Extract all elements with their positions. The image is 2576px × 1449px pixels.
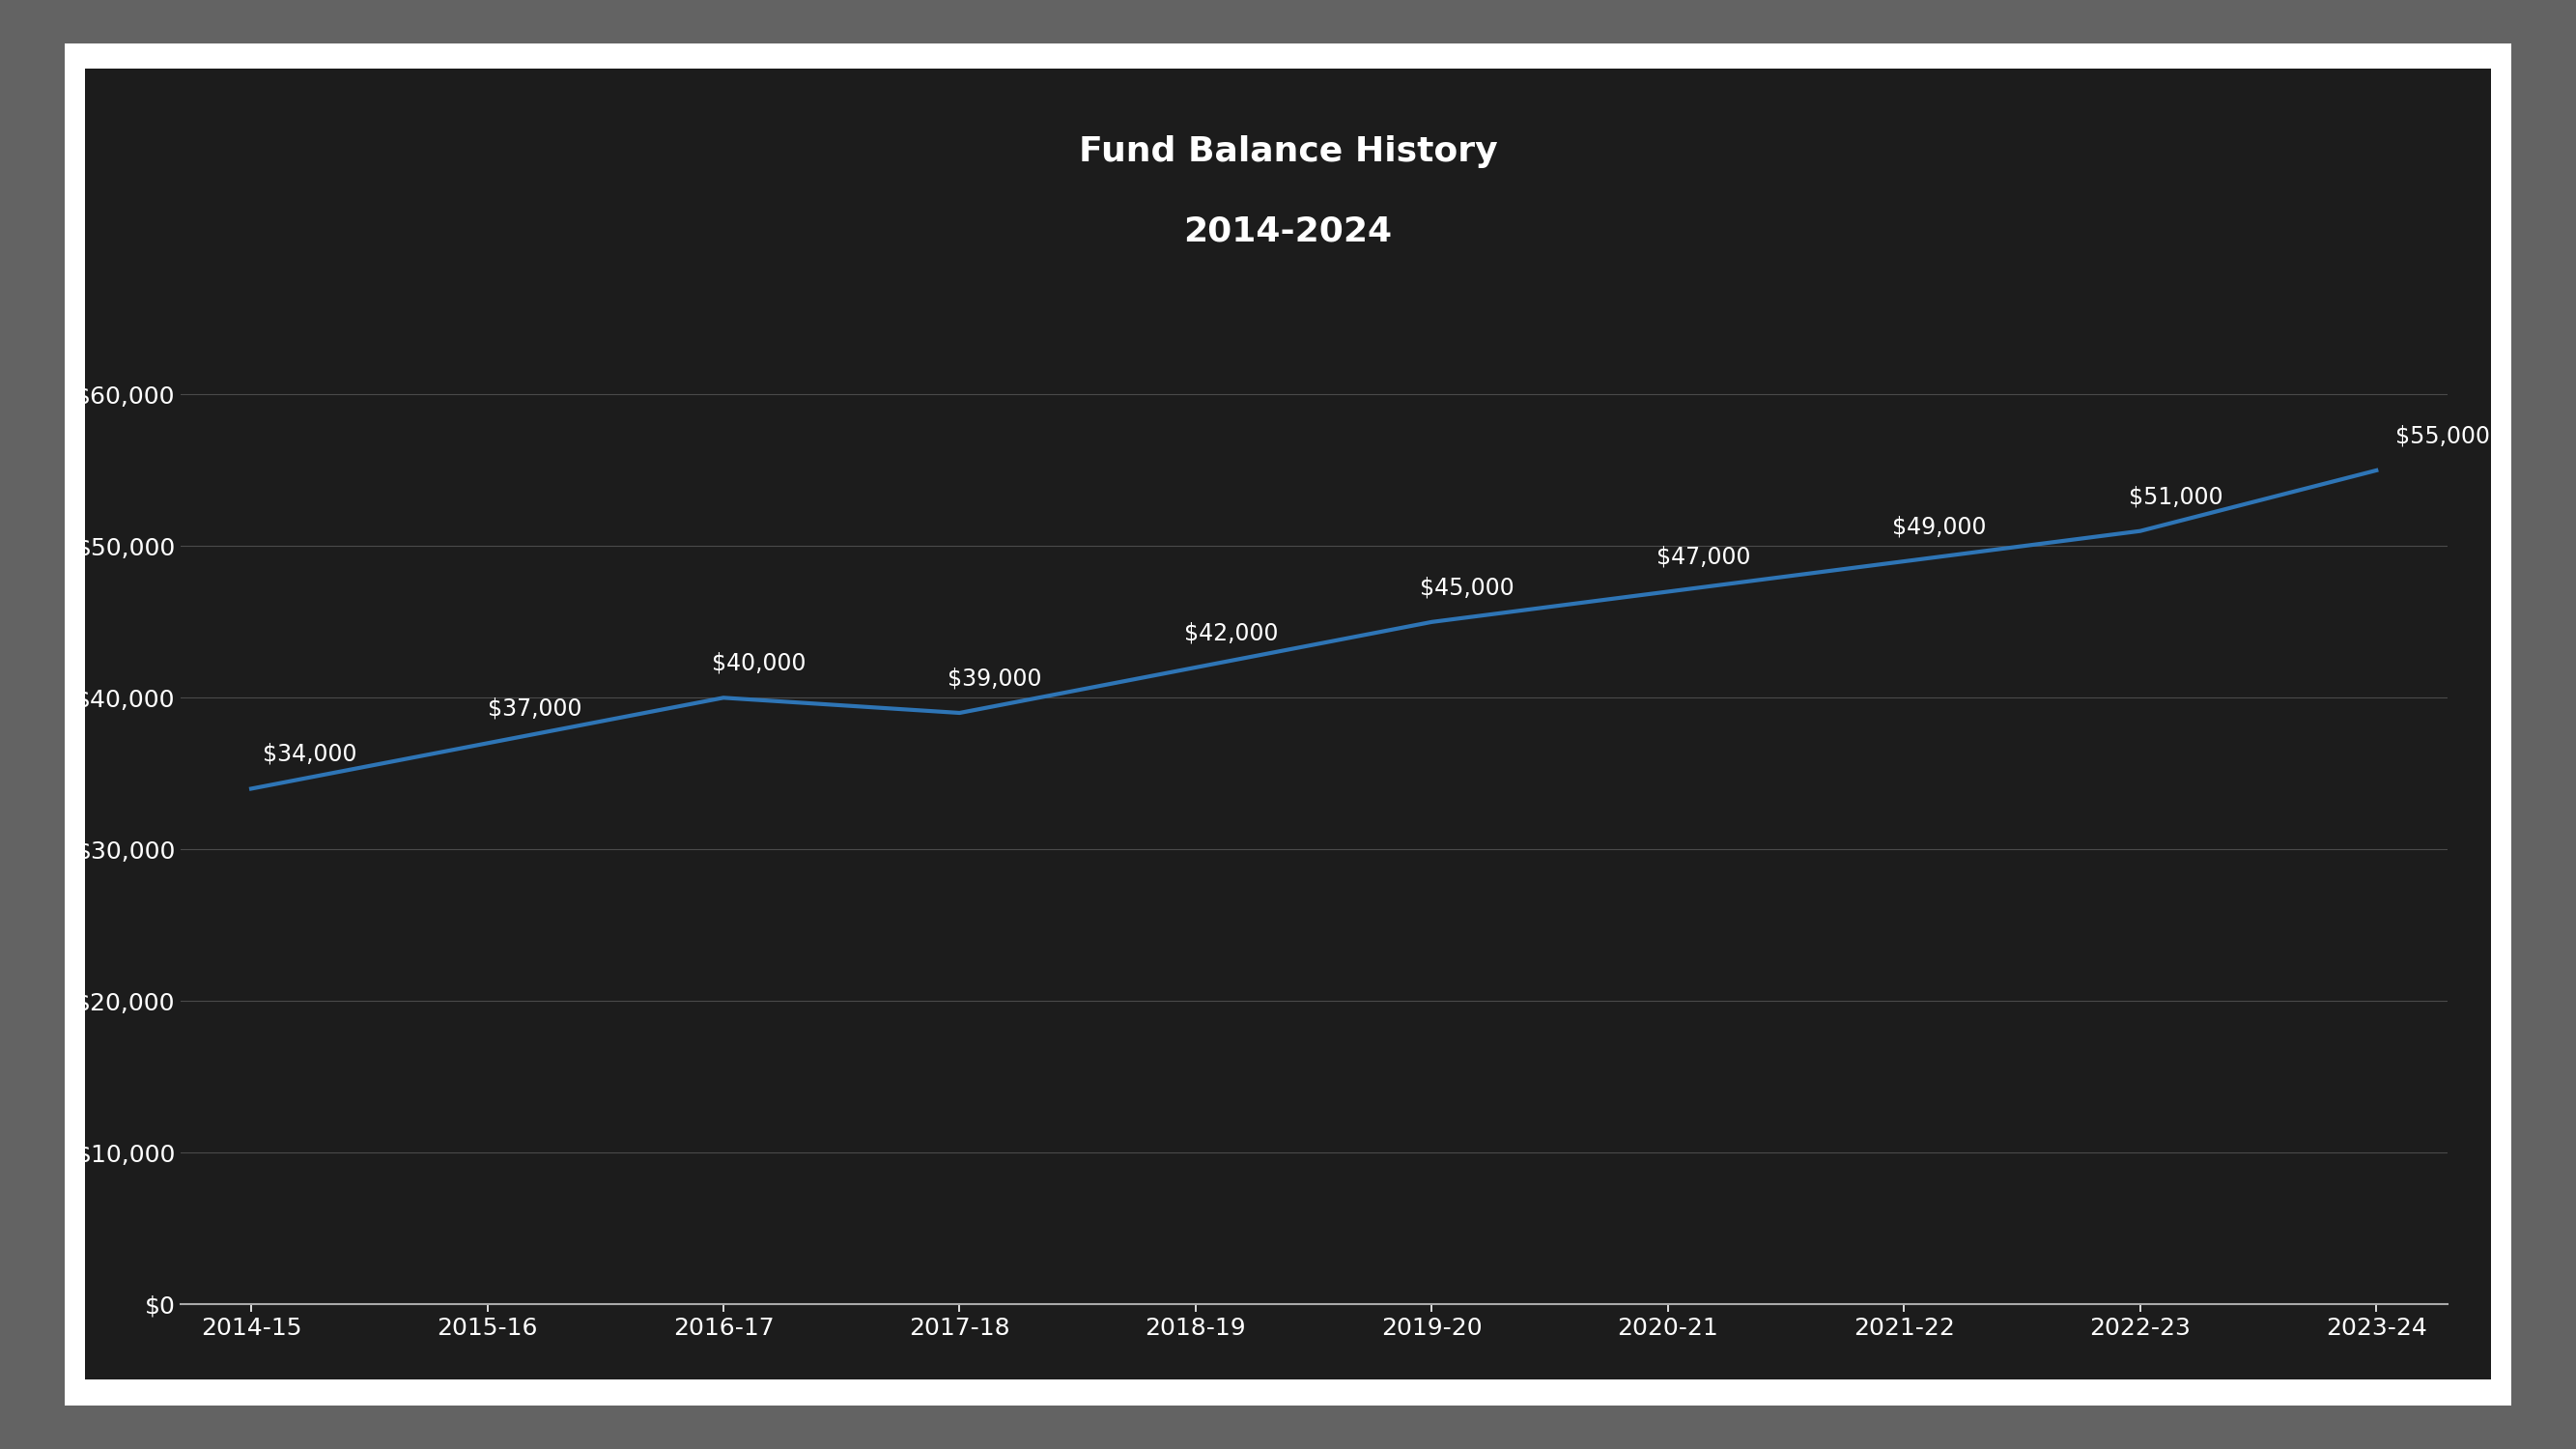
Text: $47,000: $47,000 — [1656, 546, 1749, 569]
Text: $42,000: $42,000 — [1185, 622, 1278, 645]
Text: $37,000: $37,000 — [487, 697, 582, 720]
Text: 2014-2024: 2014-2024 — [1182, 216, 1394, 248]
Text: $39,000: $39,000 — [948, 667, 1041, 690]
Text: $49,000: $49,000 — [1893, 516, 1986, 539]
Text: $40,000: $40,000 — [711, 652, 806, 675]
Text: $51,000: $51,000 — [2128, 485, 2223, 509]
Text: Fund Balance History: Fund Balance History — [1079, 136, 1497, 168]
Text: $55,000: $55,000 — [2396, 425, 2491, 448]
Text: $45,000: $45,000 — [1419, 577, 1515, 600]
Text: $34,000: $34,000 — [263, 743, 358, 767]
